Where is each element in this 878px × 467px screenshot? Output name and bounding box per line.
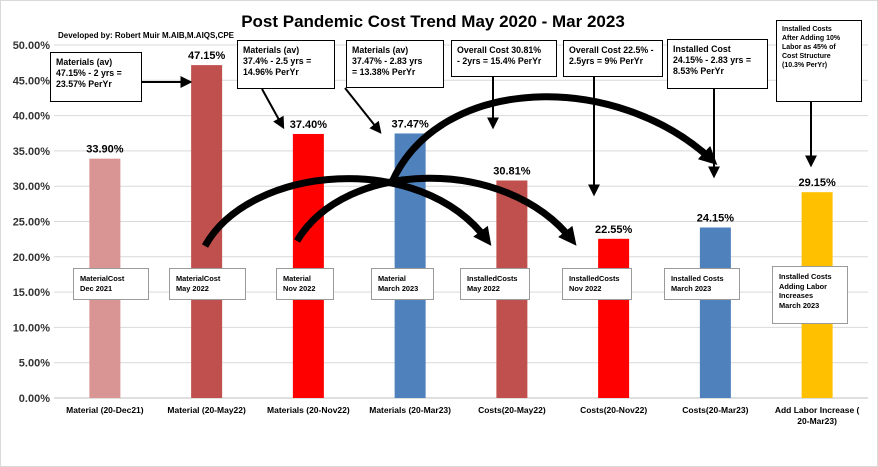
- x-axis-ticks: Material (20-Dec21) Material (20-May22) Ma…: [66, 405, 859, 426]
- x-tick-label: Materials (20-Nov22): [267, 405, 350, 415]
- data-label: 37.40%: [290, 119, 328, 131]
- bar: [598, 238, 630, 398]
- y-tick-label: 25.00%: [13, 217, 51, 229]
- annotation-box-cost-may22: Overall Cost 30.81% - 2yrs = 15.4% PerYr: [451, 40, 557, 77]
- y-tick-label: 15.00%: [13, 287, 51, 299]
- pointer-arrow: [344, 87, 382, 134]
- curved-arrow: [293, 174, 577, 246]
- y-axis-ticks: 0.00% 5.00% 10.00% 15.00% 20.00% 25.00% 30.00%…: [13, 40, 51, 405]
- category-box: InstalledCosts Nov 2022: [562, 268, 632, 300]
- x-tick-label: Add Labor Increase (: [775, 405, 860, 415]
- category-box: InstalledCosts May 2022: [460, 268, 530, 300]
- x-tick-label: Costs(20-Mar23): [682, 405, 748, 415]
- annotation-box-material-nov22: Materials (av) 37.4% - 2.5 yrs = 14.96% …: [237, 40, 335, 89]
- y-tick-label: 5.00%: [19, 358, 50, 370]
- bar: [292, 133, 324, 398]
- category-box: Installed Costs Adding Labor Increases M…: [772, 266, 848, 324]
- category-box: MaterialCost Dec 2021: [73, 268, 149, 300]
- bar: [699, 227, 731, 398]
- category-box: MaterialCost May 2022: [169, 268, 246, 300]
- x-tick-label: 20-Mar23): [797, 416, 837, 426]
- data-label: 22.55%: [595, 224, 633, 236]
- x-tick-label: Materials (20-Mar23): [369, 405, 451, 415]
- data-label: 33.90%: [86, 144, 124, 156]
- annotation-box-cost-mar23: Installed Cost 24.15% - 2.83 yrs = 8.53%…: [667, 39, 768, 89]
- curved-arrow: [201, 175, 492, 248]
- gridlines: [54, 44, 868, 399]
- y-tick-label: 40.00%: [13, 111, 51, 123]
- pointer-arrow: [261, 88, 285, 130]
- annotation-pointers: [142, 76, 817, 197]
- y-tick-label: 35.00%: [13, 146, 51, 158]
- curved-arrows: [201, 93, 718, 248]
- chart-title: Post Pandemic Cost Trend May 2020 - Mar …: [241, 12, 625, 31]
- x-tick-label: Costs(20-May22): [478, 405, 546, 415]
- category-box: Installed Costs March 2023: [664, 268, 740, 300]
- developer-credit: Developed by: Robert Muir M.AIB,M.AIQS,C…: [58, 31, 235, 40]
- data-labels: 33.90% 47.15% 37.40% 37.47% 30.81% 22.55% 24.1…: [86, 50, 836, 236]
- y-tick-label: 50.00%: [13, 40, 51, 52]
- y-tick-label: 0.00%: [19, 393, 50, 405]
- curved-arrow: [388, 93, 718, 184]
- annotation-box-cost-nov22: Overall Cost 22.5% - 2.5yrs = 9% PerYr: [563, 40, 663, 77]
- y-tick-label: 45.00%: [13, 75, 51, 87]
- y-tick-label: 10.00%: [13, 322, 51, 334]
- category-box: Material March 2023: [371, 268, 434, 300]
- data-label: 47.15%: [188, 50, 226, 62]
- x-tick-label: Material (20-May22): [167, 405, 246, 415]
- annotation-box-labor: Installed Costs After Adding 10% Labor a…: [776, 20, 862, 102]
- annotation-box-material-may22: Materials (av) 47.15% - 2 yrs = 23.57% P…: [50, 52, 142, 102]
- annotation-box-material-mar23: Materials (av) 37.47% - 2.83 yrs = 13.38…: [346, 40, 444, 88]
- y-tick-label: 20.00%: [13, 252, 51, 264]
- data-label: 29.15%: [798, 177, 836, 189]
- y-tick-label: 30.00%: [13, 181, 51, 193]
- data-label: 24.15%: [697, 213, 735, 225]
- data-label: 37.47%: [391, 118, 429, 130]
- data-label: 30.81%: [493, 165, 531, 177]
- x-tick-label: Material (20-Dec21): [66, 405, 144, 415]
- category-box: Material Nov 2022: [276, 268, 334, 300]
- x-tick-label: Costs(20-Nov22): [580, 405, 647, 415]
